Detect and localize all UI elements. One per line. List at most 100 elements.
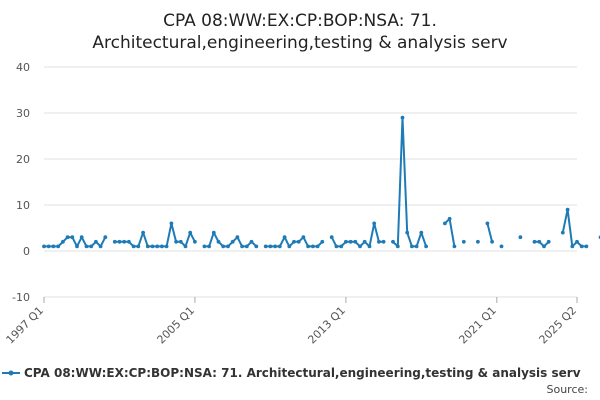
data-point[interactable] [211, 230, 216, 235]
data-point[interactable] [329, 235, 334, 240]
data-point[interactable] [103, 235, 108, 240]
data-point[interactable] [51, 244, 56, 249]
data-point[interactable] [202, 244, 207, 249]
data-point[interactable] [141, 230, 146, 235]
data-point[interactable] [315, 244, 320, 249]
data-point[interactable] [94, 239, 98, 244]
data-point[interactable] [277, 244, 282, 249]
data-point[interactable] [183, 244, 188, 249]
data-point[interactable] [372, 221, 377, 226]
data-point[interactable] [443, 221, 447, 226]
data-point[interactable] [235, 235, 240, 240]
data-point[interactable] [584, 244, 589, 249]
data-point[interactable] [117, 239, 122, 244]
data-point[interactable] [476, 239, 480, 244]
data-point[interactable] [579, 244, 584, 249]
data-point[interactable] [353, 239, 358, 244]
data-point[interactable] [381, 239, 386, 244]
data-point[interactable] [424, 244, 428, 249]
data-point[interactable] [75, 244, 79, 249]
data-point[interactable] [221, 244, 226, 249]
data-point[interactable] [311, 244, 315, 249]
data-point[interactable] [160, 244, 164, 249]
data-point[interactable] [42, 244, 46, 249]
data-point[interactable] [565, 207, 570, 212]
y-tick-label: 40 [16, 61, 30, 74]
data-point[interactable] [410, 244, 414, 249]
data-point[interactable] [358, 244, 362, 249]
data-point[interactable] [405, 230, 410, 235]
data-point[interactable] [287, 244, 292, 249]
data-point[interactable] [362, 239, 367, 244]
data-point[interactable] [499, 244, 504, 249]
data-point[interactable] [244, 244, 249, 249]
data-point[interactable] [65, 235, 70, 240]
data-point[interactable] [320, 239, 325, 244]
data-point[interactable] [419, 230, 424, 235]
data-point[interactable] [306, 244, 310, 249]
data-point[interactable] [193, 239, 197, 244]
data-point[interactable] [560, 230, 565, 235]
data-point[interactable] [61, 239, 65, 244]
data-point[interactable] [98, 244, 103, 249]
data-point[interactable] [70, 235, 75, 240]
data-point[interactable] [452, 244, 457, 249]
data-point[interactable] [263, 244, 268, 249]
data-point[interactable] [56, 244, 61, 249]
data-point[interactable] [395, 244, 400, 249]
data-point[interactable] [485, 221, 490, 226]
data-point[interactable] [282, 235, 287, 240]
data-point[interactable] [226, 244, 230, 249]
data-point[interactable] [391, 239, 395, 244]
legend[interactable]: CPA 08:WW:EX:CP:BOP:NSA: 71. Architectur… [2, 366, 581, 380]
data-point[interactable] [339, 244, 344, 249]
data-point[interactable] [164, 244, 169, 249]
data-point[interactable] [532, 239, 537, 244]
data-point[interactable] [79, 235, 84, 240]
data-point[interactable] [188, 230, 193, 235]
data-point[interactable] [268, 244, 273, 249]
data-point[interactable] [207, 244, 212, 249]
legend-marker-icon [8, 370, 14, 376]
data-point[interactable] [546, 239, 551, 244]
data-point[interactable] [131, 244, 136, 249]
data-point[interactable] [254, 244, 259, 249]
data-point[interactable] [126, 239, 131, 244]
data-point[interactable] [292, 239, 296, 244]
data-point[interactable] [89, 244, 94, 249]
data-point[interactable] [447, 216, 452, 221]
data-point[interactable] [334, 244, 339, 249]
data-point[interactable] [542, 244, 546, 249]
data-point[interactable] [570, 244, 575, 249]
data-point[interactable] [537, 239, 542, 244]
data-point[interactable] [348, 239, 353, 244]
data-point[interactable] [178, 239, 183, 244]
data-point[interactable] [84, 244, 89, 249]
data-point[interactable] [169, 221, 174, 226]
data-point[interactable] [112, 239, 117, 244]
data-point[interactable] [136, 244, 141, 249]
data-point[interactable] [155, 244, 160, 249]
data-point[interactable] [367, 244, 372, 249]
data-point[interactable] [145, 244, 150, 249]
data-point[interactable] [400, 115, 405, 120]
data-point[interactable] [490, 239, 494, 244]
data-point[interactable] [301, 235, 306, 240]
data-point[interactable] [518, 235, 523, 240]
data-point[interactable] [216, 239, 221, 244]
data-point[interactable] [150, 244, 155, 249]
data-point[interactable] [344, 239, 348, 244]
data-point[interactable] [174, 239, 179, 244]
data-point[interactable] [377, 239, 381, 244]
x-tick-label: 2021 Q1 [456, 304, 499, 347]
data-point[interactable] [230, 239, 235, 244]
data-point[interactable] [461, 239, 466, 244]
data-point[interactable] [249, 239, 254, 244]
data-point[interactable] [414, 244, 419, 249]
data-point[interactable] [296, 239, 301, 244]
data-point[interactable] [240, 244, 245, 249]
data-point[interactable] [575, 239, 579, 244]
data-point[interactable] [46, 244, 51, 249]
data-point[interactable] [273, 244, 277, 249]
data-point[interactable] [122, 239, 127, 244]
